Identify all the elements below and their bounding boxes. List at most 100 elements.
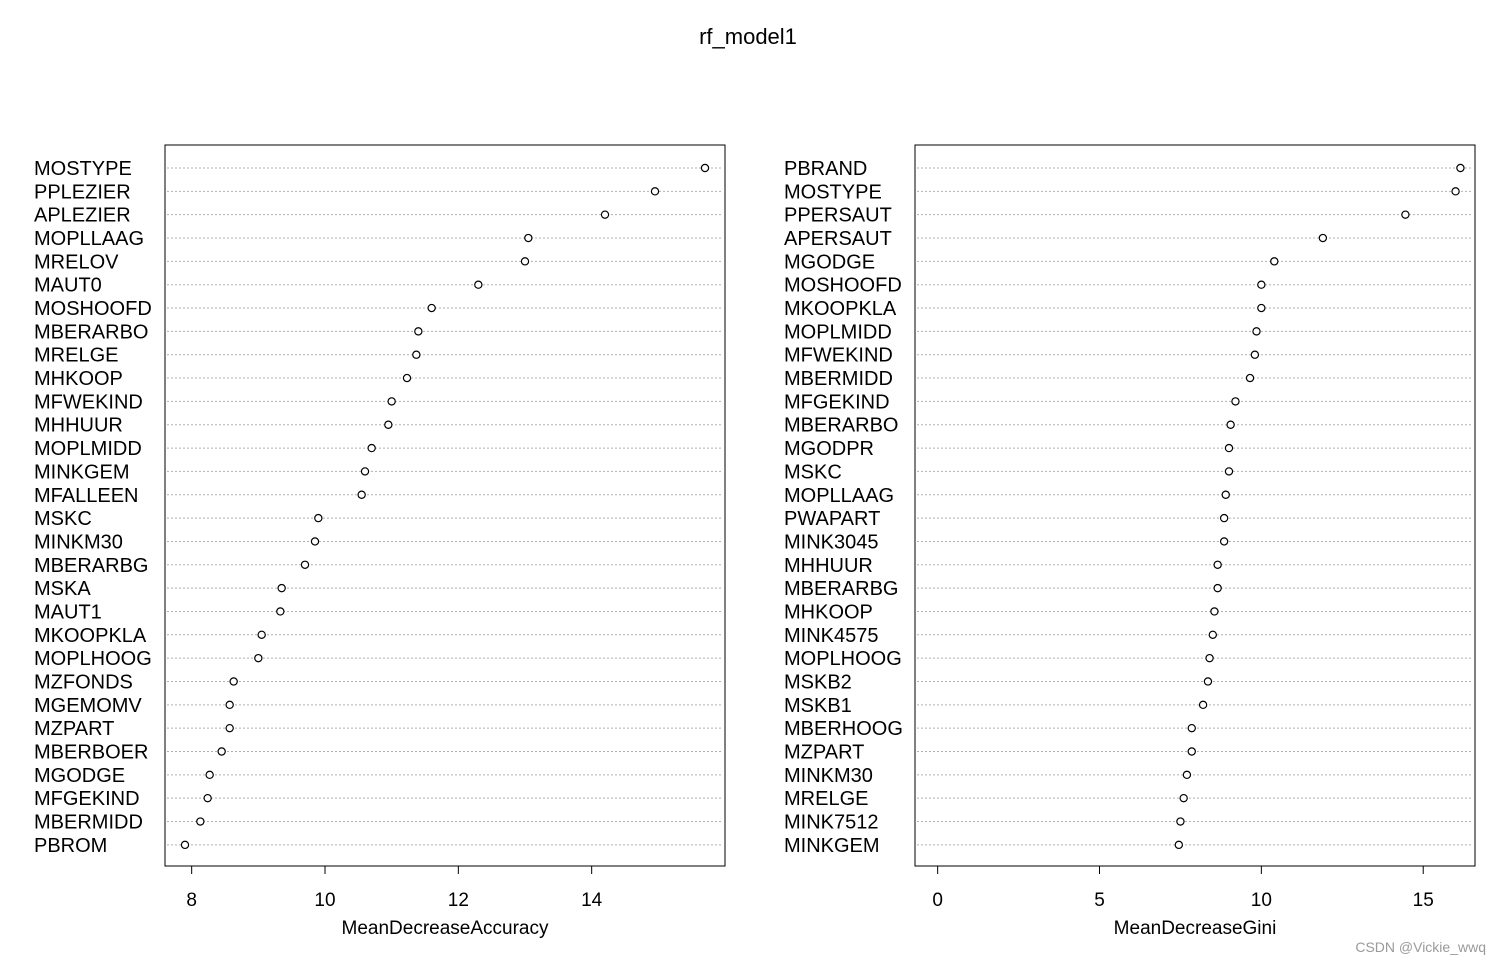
data-point [217,747,226,756]
category-label: MFGEKIND [784,391,890,413]
category-label: MHKOOP [784,601,873,623]
data-point [1270,257,1279,266]
data-point [314,513,323,523]
data-point [1187,723,1196,733]
x-tick-label: 14 [581,890,603,911]
category-label: APERSAUT [784,228,892,250]
category-label: MFWEKIND [34,391,143,413]
data-point [1174,840,1184,850]
category-label: MBERBOER [34,742,148,764]
category-label: MBERARBO [784,415,898,437]
category-label: MOPLMIDD [784,321,892,343]
data-point [1198,700,1208,710]
data-point [367,443,376,453]
data-point [427,303,436,313]
data-point [196,817,205,826]
data-point [520,257,530,266]
category-label: MFGEKIND [34,788,140,810]
category-label: MZPART [34,718,114,740]
data-point [650,187,660,196]
category-label: MSKC [34,508,92,530]
x-axis-label: MeanDecreaseAccuracy [342,918,549,939]
data-point [276,607,285,616]
data-point [1401,210,1410,219]
category-label: MOPLHOOG [784,648,902,670]
category-label: APLEZIER [34,205,131,227]
data-point [1252,327,1261,336]
data-point [257,630,266,640]
plot-frame [914,144,1476,867]
data-point [1187,747,1196,756]
x-tick-label: 15 [1413,890,1434,911]
data-point [1257,280,1266,289]
x-tick-label: 5 [1094,890,1105,911]
data-point [357,490,366,499]
data-point [205,770,214,780]
data-point [1451,187,1460,196]
data-point [1226,420,1235,429]
data-point [1210,607,1219,616]
category-label: MZPART [784,742,864,764]
data-point [387,397,396,406]
category-label: MOSTYPE [34,158,132,180]
data-point [1245,373,1255,383]
category-label: MRELOV [34,251,119,273]
category-label: MOPLLAAG [34,228,144,250]
data-point [180,840,190,850]
data-point [1182,770,1192,780]
category-label: MHHUUR [34,415,123,437]
category-label: MOSHOOFD [34,298,152,320]
category-label: MBERARBO [34,321,148,343]
panel-mean-decrease-gini: PBRANDMOSTYPEPPERSAUTAPERSAUTMGODGEMOSHO… [784,144,1476,939]
data-point [225,700,234,710]
data-point [1318,233,1328,243]
data-point [1231,397,1240,406]
x-tick-label: 10 [314,890,335,911]
data-point [310,537,320,546]
data-point [402,373,412,383]
category-label: MOPLMIDD [34,438,142,460]
category-label: MBERMIDD [34,812,143,834]
category-label: MSKC [784,461,842,483]
data-point [412,350,421,359]
data-point [1221,490,1230,499]
data-point [229,677,238,686]
data-point [1257,303,1266,313]
category-label: MINK7512 [784,812,879,834]
category-label: MOPLLAAG [784,485,894,507]
data-point [1219,537,1229,546]
category-label: MHHUUR [784,555,873,577]
category-label: MINK4575 [784,625,879,647]
plot-frame [164,144,726,867]
x-axis-label: MeanDecreaseGini [1114,918,1277,939]
category-label: MBERARBG [784,578,898,600]
data-point [254,653,263,663]
category-label: MBERARBG [34,555,148,577]
data-point [1213,560,1222,569]
category-label: MAUT1 [34,601,102,623]
data-point [360,467,370,476]
watermark: CSDN @Vickie_wwq [1355,939,1486,955]
category-label: MSKB1 [784,695,852,717]
category-label: MINKM30 [784,765,873,787]
category-label: MZFONDS [34,671,133,693]
data-point [474,280,483,289]
category-label: MGEMOMV [34,695,142,717]
category-label: MFALLEEN [34,485,138,507]
data-point [1213,583,1222,593]
data-point [277,583,286,593]
chart-title: rf_model1 [699,24,797,49]
category-label: MOSHOOFD [784,275,902,297]
data-point [600,210,610,219]
data-point [1219,513,1229,523]
category-label: MBERMIDD [784,368,893,390]
x-tick-label: 12 [448,890,469,911]
data-point [384,420,393,429]
x-tick-label: 8 [186,890,197,911]
data-point [1456,163,1465,173]
category-label: MOPLHOOG [34,648,152,670]
category-label: MOSTYPE [784,181,882,203]
data-point [203,793,212,803]
data-point [1176,817,1185,826]
